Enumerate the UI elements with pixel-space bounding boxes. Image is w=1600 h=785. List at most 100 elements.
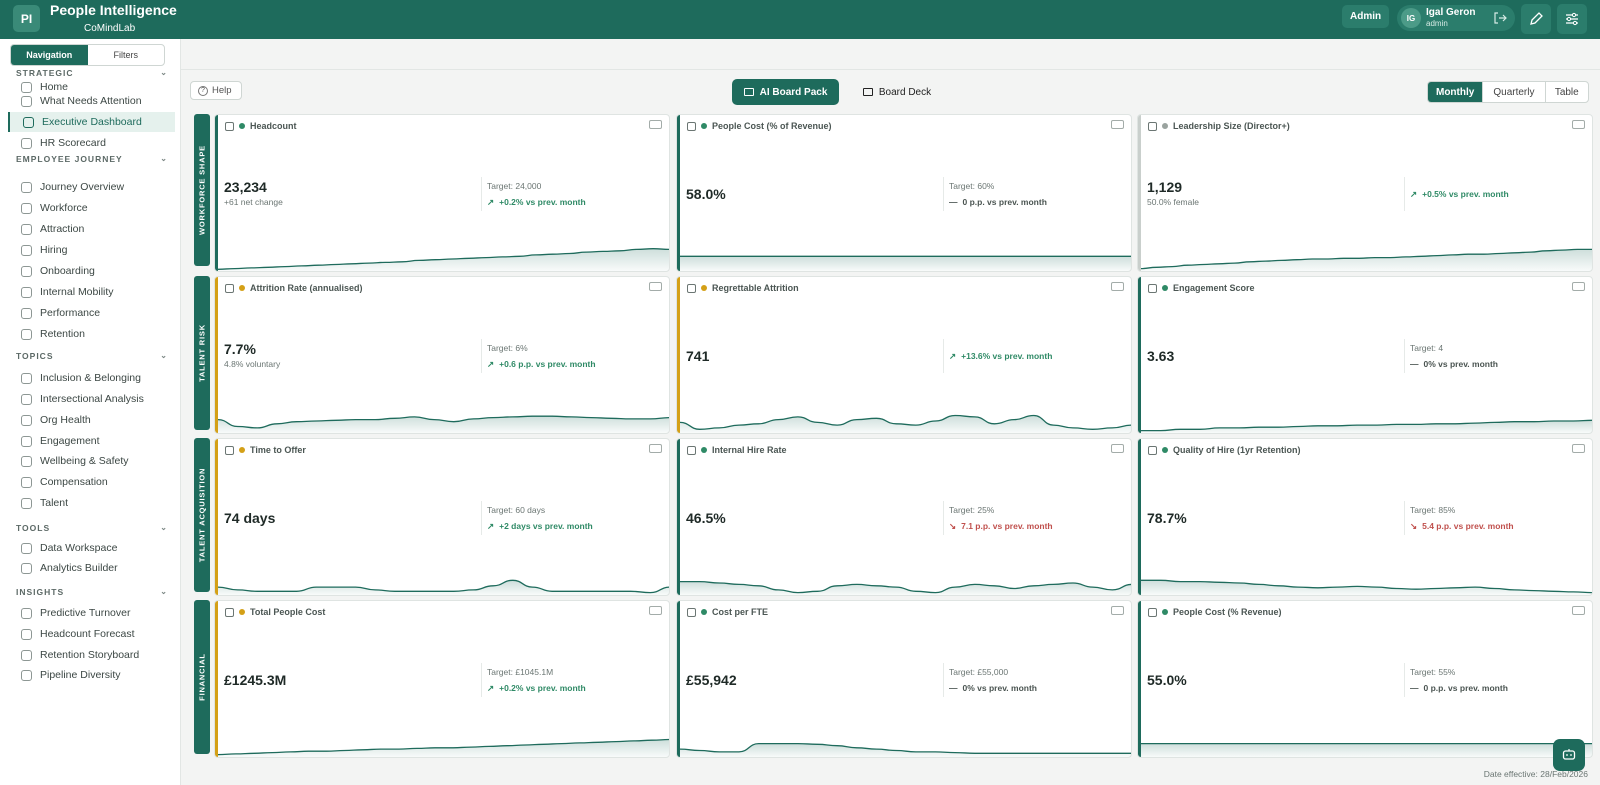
sidebar-item-data-workspace[interactable]: Data Workspace <box>8 538 175 558</box>
sidebar-item-what-needs-attention[interactable]: What Needs Attention <box>8 91 175 111</box>
kpi-card[interactable]: People Cost (% of Revenue) 58.0% Target: 6… <box>676 114 1132 272</box>
sparkline-area <box>1141 580 1592 595</box>
kpi-card[interactable]: Regrettable Attrition 741 ↗ +13.6% vs prev.… <box>676 276 1132 434</box>
sidebar-item-intersectional-analysis[interactable]: Intersectional Analysis <box>8 389 175 409</box>
comment-icon[interactable] <box>1572 606 1585 615</box>
comment-icon[interactable] <box>1111 444 1124 453</box>
sidebar-item-org-health[interactable]: Org Health <box>8 410 175 430</box>
logout-icon[interactable] <box>1491 9 1509 27</box>
sidebar-item-compensation[interactable]: Compensation <box>8 472 175 492</box>
help-button[interactable]: ? Help <box>190 81 242 100</box>
sidebar-section-header[interactable]: INSIGHTS ⌄ <box>16 587 168 597</box>
kpi-card[interactable]: Internal Hire Rate 46.5% Target: 25% ↘ 7.1 p… <box>676 438 1132 596</box>
comment-icon[interactable] <box>649 120 662 129</box>
sidebar-item-label: Retention Storyboard <box>40 649 140 661</box>
kpi-card[interactable]: Time to Offer 74 days Target: 60 days ↗ +2 d… <box>214 438 670 596</box>
people-icon <box>225 121 234 131</box>
card-divider <box>943 663 944 697</box>
kpi-card[interactable]: Leadership Size (Director+) 1,129 50.0% fe… <box>1137 114 1593 272</box>
kpi-title: Time to Offer <box>250 445 306 455</box>
sidebar-item-home[interactable]: Home <box>8 77 175 97</box>
sidebar-item-predictive-turnover[interactable]: Predictive Turnover <box>8 603 175 623</box>
kpi-card[interactable]: People Cost (% Revenue) 55.0% Target: 55% —… <box>1137 600 1593 758</box>
sidebar-item-talent[interactable]: Talent <box>8 493 175 513</box>
sidebar-section-header[interactable]: TOPICS ⌄ <box>16 351 168 361</box>
sidebar-item-retention-storyboard[interactable]: Retention Storyboard <box>8 645 175 665</box>
kpi-value: 58.0% <box>686 186 726 202</box>
sidebar-item-internal-mobility[interactable]: Internal Mobility <box>8 282 175 302</box>
card-divider <box>481 339 482 373</box>
sidebar-item-journey-overview[interactable]: Journey Overview <box>8 177 175 197</box>
sidebar-item-retention[interactable]: Retention <box>8 324 175 344</box>
comment-icon[interactable] <box>649 606 662 615</box>
sidebar-item-pipeline-diversity[interactable]: Pipeline Diversity <box>8 665 175 685</box>
kpi-card[interactable]: Cost per FTE £55,942 Target: £55,000 — 0% vs… <box>676 600 1132 758</box>
kpi-card[interactable]: Quality of Hire (1yr Retention) 78.7% Targ… <box>1137 438 1593 596</box>
sidebar-item-wellbeing-safety[interactable]: Wellbeing & Safety <box>8 451 175 471</box>
chat-button[interactable] <box>1553 739 1585 771</box>
kpi-delta-label: 7.1 p.p. vs prev. month <box>961 521 1053 531</box>
period-quarterly[interactable]: Quarterly <box>1483 82 1546 102</box>
comment-icon[interactable] <box>1111 120 1124 129</box>
period-table[interactable]: Table <box>1554 86 1579 98</box>
sidebar-item-hiring[interactable]: Hiring <box>8 240 175 260</box>
kpi-card[interactable]: Engagement Score 3.63 Target: 4 — 0% vs prev… <box>1137 276 1593 434</box>
kpi-subtext: +61 net change <box>224 197 283 207</box>
sidebar-item-attraction[interactable]: Attraction <box>8 219 175 239</box>
sidebar-section-header[interactable]: STRATEGIC ⌄ <box>16 68 168 78</box>
user-menu[interactable]: IG Igal Geron admin <box>1397 5 1515 31</box>
sidebar-section-header[interactable]: TOOLS ⌄ <box>16 523 168 533</box>
chevron-down-icon: ⌄ <box>160 154 168 163</box>
target-icon <box>21 223 32 235</box>
comment-icon[interactable] <box>649 444 662 453</box>
status-accent <box>1138 439 1141 595</box>
sidebar-item-label: Intersectional Analysis <box>40 393 144 405</box>
kpi-delta: — 0% vs prev. month <box>949 683 1037 693</box>
avatar: IG <box>1401 8 1421 28</box>
ai-board-pack-button[interactable]: AI Board Pack <box>732 79 839 105</box>
sidebar-item-engagement[interactable]: Engagement <box>8 431 175 451</box>
sidebar-item-inclusion-belonging[interactable]: Inclusion & Belonging <box>8 368 175 388</box>
comment-icon[interactable] <box>1572 120 1585 129</box>
comment-icon[interactable] <box>649 282 662 291</box>
sparkline <box>680 742 1131 757</box>
sidebar-section-header[interactable]: EMPLOYEE JOURNEY ⌄ <box>16 154 168 164</box>
kpi-card[interactable]: Attrition Rate (annualised) 7.7% 4.8% volu… <box>214 276 670 434</box>
kpi-delta: ↘ 5.4 p.p. vs prev. month <box>1410 521 1514 532</box>
sidebar-item-analytics-builder[interactable]: Analytics Builder <box>8 558 175 578</box>
kpi-value: 7.7% <box>224 341 256 357</box>
pie-icon <box>1148 607 1157 617</box>
comment-icon[interactable] <box>1111 282 1124 291</box>
admin-button[interactable]: Admin <box>1342 5 1390 28</box>
comment-icon[interactable] <box>1111 606 1124 615</box>
chevron-down-icon: ⌄ <box>160 351 168 360</box>
edit-button[interactable] <box>1521 4 1551 34</box>
tab-filters[interactable]: Filters <box>113 50 139 60</box>
sidebar-item-workforce[interactable]: Workforce <box>8 198 175 218</box>
comment-icon[interactable] <box>1572 282 1585 291</box>
sidebar-item-label: Home <box>40 81 69 93</box>
sparkline <box>1141 248 1592 271</box>
gauge-icon <box>21 307 32 319</box>
kpi-card[interactable]: Headcount 23,234 +61 net change Target: 24,… <box>214 114 670 272</box>
period-monthly[interactable]: Monthly <box>1428 82 1484 102</box>
tab-navigation[interactable]: Navigation <box>11 45 88 65</box>
status-accent <box>677 439 680 595</box>
board-deck-button[interactable]: Board Deck <box>857 79 937 105</box>
sidebar-item-headcount-forecast[interactable]: Headcount Forecast <box>8 624 175 644</box>
kpi-delta-label: 0 p.p. vs prev. month <box>962 197 1047 207</box>
sidebar-item-performance[interactable]: Performance <box>8 303 175 323</box>
sidebar-item-executive-dashboard[interactable]: Executive Dashboard <box>8 112 175 132</box>
sidebar-item-label: Performance <box>40 307 101 319</box>
sidebar-item-onboarding[interactable]: Onboarding <box>8 261 175 281</box>
sidebar-item-label: Data Workspace <box>40 542 118 554</box>
settings-button[interactable] <box>1557 4 1587 34</box>
card-header: Cost per FTE <box>687 606 1123 618</box>
sidebar-item-hr-scorecard[interactable]: HR Scorecard <box>8 133 175 153</box>
status-accent <box>215 115 218 271</box>
kpi-card[interactable]: Total People Cost £1245.3M Target: £1045.1… <box>214 600 670 758</box>
sparkline-area <box>218 416 669 433</box>
app-logo[interactable]: PI <box>13 5 40 32</box>
comment-icon[interactable] <box>1572 444 1585 453</box>
kpi-value: 55.0% <box>1147 672 1187 688</box>
